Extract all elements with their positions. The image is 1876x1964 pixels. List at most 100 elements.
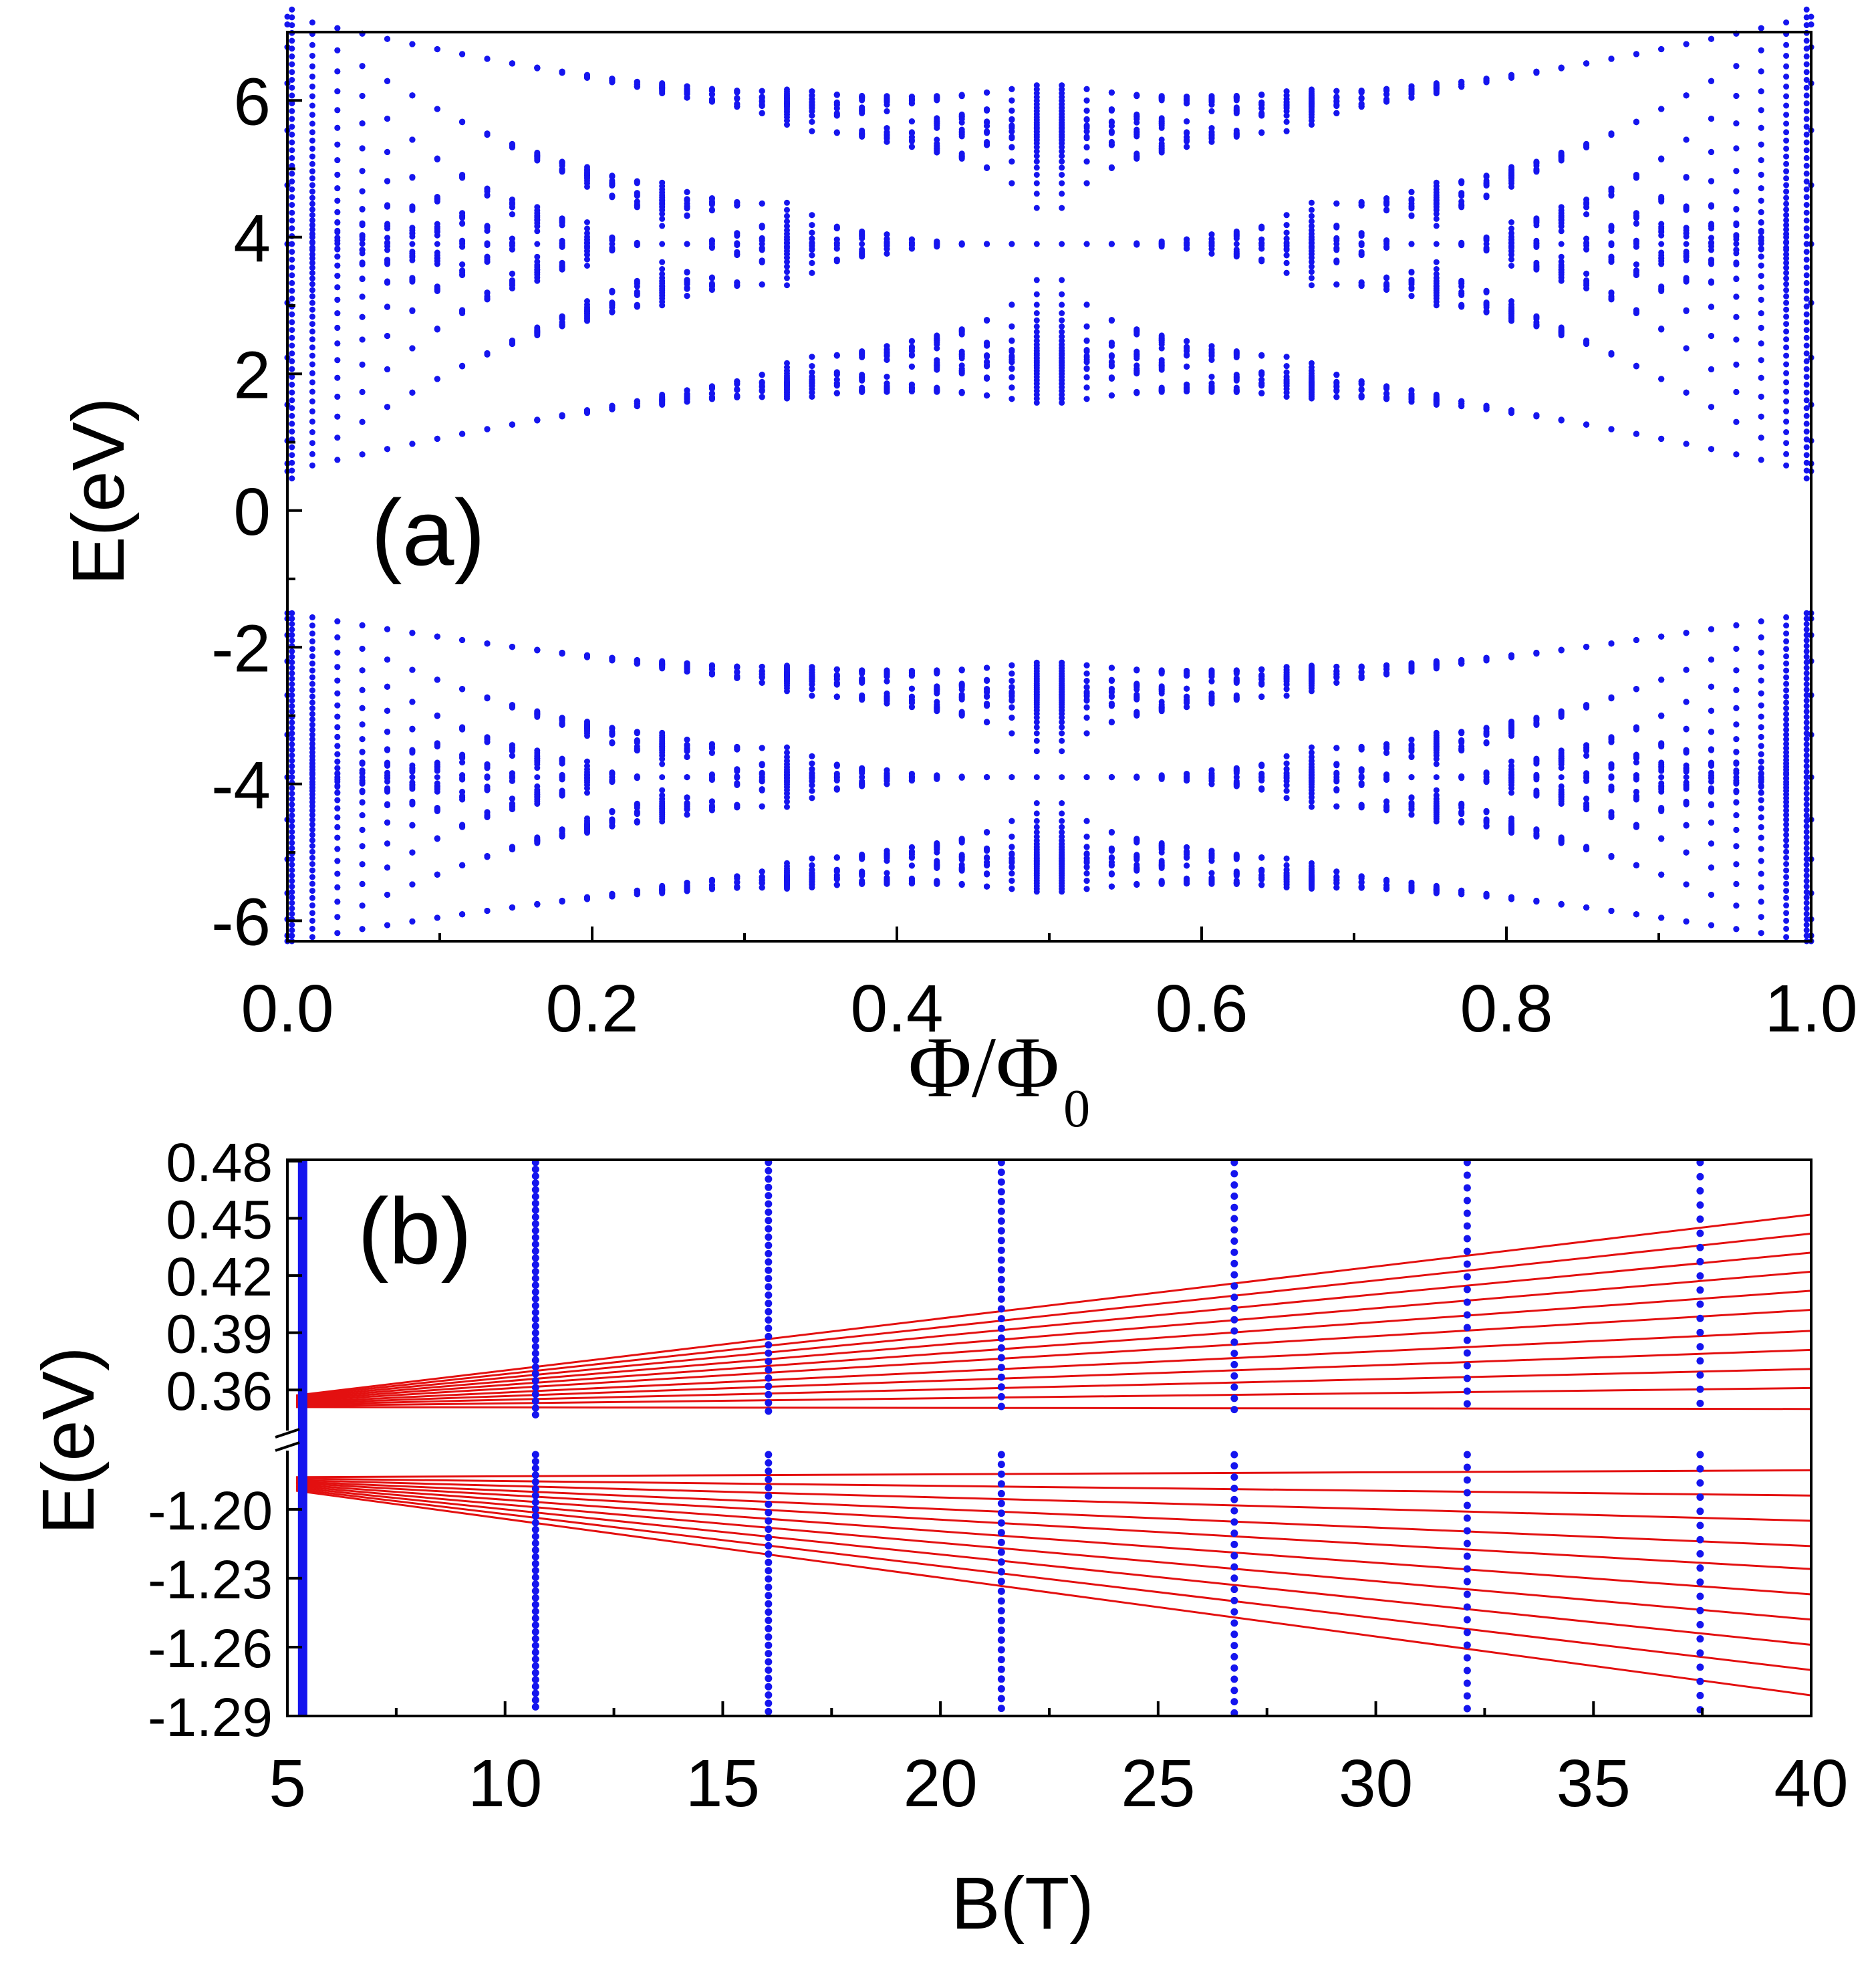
spectrum-point — [309, 822, 315, 828]
spectrum-point — [309, 398, 315, 404]
spectrum-point — [359, 259, 366, 266]
spectrum-point — [359, 93, 366, 99]
spectrum-point — [309, 145, 315, 152]
spectrum-point — [1158, 93, 1165, 100]
spectrum-point — [634, 747, 640, 754]
spectrum-point — [334, 724, 341, 731]
spectrum-point — [559, 833, 565, 840]
spectrum-point — [309, 370, 315, 376]
spectrum-point — [309, 622, 315, 629]
spectrum-point — [1283, 363, 1290, 370]
spectrum-point — [1258, 256, 1265, 263]
spectrum-point — [659, 215, 666, 222]
spectrum-point — [334, 209, 341, 215]
spectrum-point — [1133, 667, 1140, 674]
spectrum-point — [934, 849, 940, 856]
spectrum-point — [509, 795, 515, 802]
spectrum-point — [484, 814, 491, 820]
spectrum-point — [334, 284, 341, 291]
spectrum-point — [334, 664, 341, 670]
spectrum-point — [784, 282, 790, 289]
spectrum-point — [309, 880, 315, 887]
spectrum-point — [1309, 207, 1315, 213]
spectrum-point — [934, 238, 940, 245]
spectrum-point — [309, 440, 315, 447]
spectrum-point — [334, 357, 341, 364]
spectrum-point — [859, 881, 865, 887]
spectrum-point — [1208, 700, 1215, 707]
spectrum-point — [359, 314, 366, 320]
spectrum-point — [559, 68, 565, 75]
spectrum-point — [309, 53, 315, 59]
spectrum-point — [1108, 352, 1115, 358]
spectrum-point — [884, 380, 890, 386]
spectrum-point — [659, 761, 666, 767]
spectrum-point — [309, 379, 315, 386]
spectrum-point — [908, 862, 915, 869]
spectrum-point — [434, 46, 440, 52]
spectrum-point — [1009, 144, 1015, 150]
spectrum-point — [784, 364, 790, 370]
spectrum-point — [509, 197, 515, 203]
spectrum-point — [309, 160, 315, 167]
spectrum-point — [659, 665, 666, 672]
spectrum-point — [334, 253, 341, 260]
spectrum-point — [759, 281, 765, 287]
spectrum-point — [1233, 348, 1240, 354]
spectrum-point — [1083, 144, 1090, 150]
spectrum-point — [1083, 180, 1090, 187]
spectrum-point — [1083, 870, 1090, 877]
spectrum-point — [584, 785, 590, 791]
spectrum-point — [1108, 106, 1115, 113]
spectrum-point — [809, 128, 815, 134]
spectrum-point — [309, 41, 315, 48]
spectrum-point — [1133, 774, 1140, 781]
spectrum-point — [1009, 662, 1015, 668]
spectrum-point — [1083, 662, 1090, 668]
spectrum-point — [958, 92, 965, 98]
spectrum-point — [908, 854, 915, 861]
spectrum-point — [484, 426, 491, 433]
spectrum-point — [1283, 212, 1290, 219]
spectrum-point — [359, 145, 366, 152]
spectrum-point — [1158, 708, 1165, 715]
spectrum-point — [734, 804, 741, 811]
spectrum-point — [534, 801, 541, 807]
spectrum-point — [559, 412, 565, 418]
spectrum-point — [384, 778, 390, 785]
spectrum-point — [984, 883, 990, 890]
spectrum-point — [1009, 396, 1015, 402]
spectrum-point — [309, 269, 315, 276]
spectrum-point — [1158, 670, 1165, 677]
spectrum-point — [1033, 277, 1040, 283]
spectrum-point — [759, 245, 765, 251]
spectrum-point — [1158, 849, 1165, 856]
spectrum-point — [1108, 862, 1115, 869]
spectrum-point — [1083, 886, 1090, 892]
spectrum-point — [809, 777, 815, 784]
spectrum-point — [984, 317, 990, 324]
spectrum-point — [434, 106, 440, 112]
spectrum-point — [534, 64, 541, 71]
spectrum-point — [1083, 818, 1090, 824]
spectrum-point — [984, 871, 990, 878]
spectrum-point — [584, 230, 590, 237]
spectrum-point — [1184, 777, 1190, 784]
spectrum-point — [334, 797, 341, 804]
spectrum-point — [309, 287, 315, 293]
spectrum-point — [1108, 241, 1115, 247]
spectrum-point — [1033, 724, 1040, 731]
spectrum-point — [359, 120, 366, 127]
spectrum-point — [309, 861, 315, 867]
spectrum-point — [734, 240, 741, 247]
spectrum-point — [509, 60, 515, 67]
spectrum-point — [1233, 697, 1240, 703]
spectrum-point — [1033, 730, 1040, 737]
spectrum-point — [1059, 810, 1065, 817]
spectrum-point — [734, 884, 741, 891]
spectrum-point — [809, 252, 815, 259]
spectrum-point — [1009, 337, 1015, 344]
spectrum-point — [1033, 82, 1040, 89]
spectrum-point — [334, 310, 341, 317]
spectrum-point — [1009, 347, 1015, 353]
